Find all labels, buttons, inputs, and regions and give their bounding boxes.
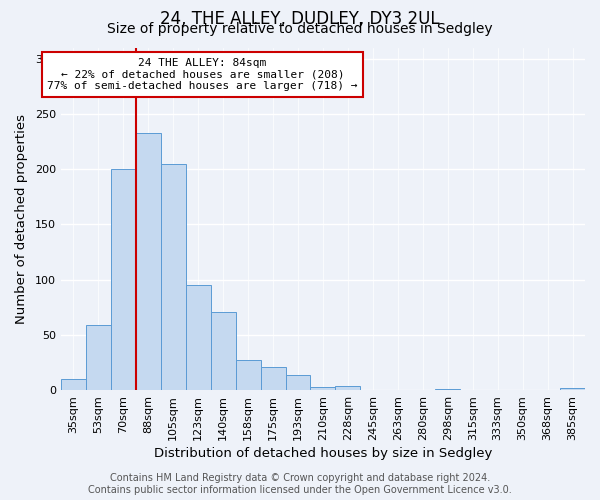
Bar bbox=[286, 374, 310, 390]
Bar bbox=[86, 325, 111, 390]
Bar bbox=[335, 386, 361, 390]
Bar bbox=[560, 388, 585, 390]
Text: 24, THE ALLEY, DUDLEY, DY3 2UL: 24, THE ALLEY, DUDLEY, DY3 2UL bbox=[160, 10, 440, 28]
Bar bbox=[186, 285, 211, 390]
Bar bbox=[236, 360, 260, 390]
Bar bbox=[211, 312, 236, 390]
Y-axis label: Number of detached properties: Number of detached properties bbox=[15, 114, 28, 324]
X-axis label: Distribution of detached houses by size in Sedgley: Distribution of detached houses by size … bbox=[154, 447, 492, 460]
Bar bbox=[435, 389, 460, 390]
Text: 24 THE ALLEY: 84sqm
← 22% of detached houses are smaller (208)
77% of semi-detac: 24 THE ALLEY: 84sqm ← 22% of detached ho… bbox=[47, 58, 358, 91]
Text: Size of property relative to detached houses in Sedgley: Size of property relative to detached ho… bbox=[107, 22, 493, 36]
Bar bbox=[310, 387, 335, 390]
Bar bbox=[61, 379, 86, 390]
Bar bbox=[111, 169, 136, 390]
Bar bbox=[161, 164, 186, 390]
Bar bbox=[260, 367, 286, 390]
Text: Contains HM Land Registry data © Crown copyright and database right 2024.
Contai: Contains HM Land Registry data © Crown c… bbox=[88, 474, 512, 495]
Bar bbox=[136, 132, 161, 390]
